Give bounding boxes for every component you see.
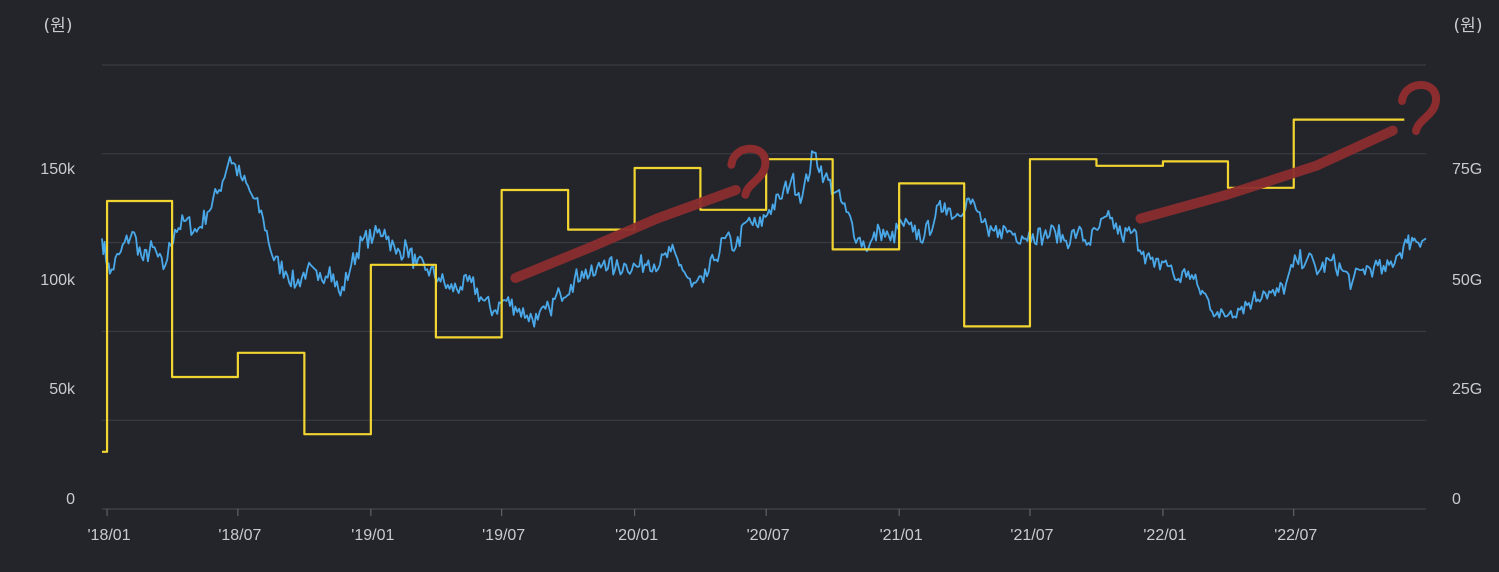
x-tick-label: '19/07 (482, 527, 525, 544)
question-mark-hook (1398, 81, 1441, 135)
x-axis-ticks: '18/01 '18/07 '19/01 '19/07 '20/01 '20/07 '21/… (88, 509, 1317, 544)
question-mark-hook (727, 144, 770, 199)
right-tick-label: 25G (1452, 381, 1482, 398)
gridlines (102, 64, 1426, 510)
left-tick-label: 0 (66, 491, 75, 508)
x-tick-label: '21/07 (1010, 527, 1053, 544)
right-tick-label: 75G (1452, 161, 1482, 178)
handwritten-annotations (510, 81, 1441, 283)
question-mark-doodle (1398, 81, 1441, 135)
x-tick-label: '22/07 (1274, 527, 1317, 544)
x-tick-label: '21/01 (880, 527, 923, 544)
left-tick-label: 50k (49, 381, 76, 398)
x-tick-label: '20/07 (747, 527, 790, 544)
left-tick-label: 150k (40, 161, 76, 178)
volume-step-line (102, 118, 1405, 453)
x-tick-label: '19/01 (351, 527, 394, 544)
left-axis-unit: (원) (44, 16, 73, 36)
price-line (101, 150, 1427, 328)
question-mark-doodle (727, 144, 770, 199)
red-marker-stroke (510, 185, 741, 283)
x-tick-label: '22/01 (1143, 527, 1186, 544)
right-axis-ticks: 0 25G 50G 75G (1452, 161, 1482, 508)
x-tick-label: '18/07 (218, 527, 261, 544)
right-axis-unit: (원) (1454, 16, 1483, 36)
x-tick-label: '20/01 (615, 527, 658, 544)
red-marker-stroke (1135, 125, 1398, 224)
right-tick-label: 50G (1452, 272, 1482, 289)
series-layer (101, 118, 1427, 453)
left-tick-label: 100k (40, 272, 76, 289)
x-tick-label: '18/01 (88, 527, 131, 544)
left-axis-ticks: 0 50k 100k 150k (40, 161, 76, 508)
right-tick-label: 0 (1452, 491, 1461, 508)
